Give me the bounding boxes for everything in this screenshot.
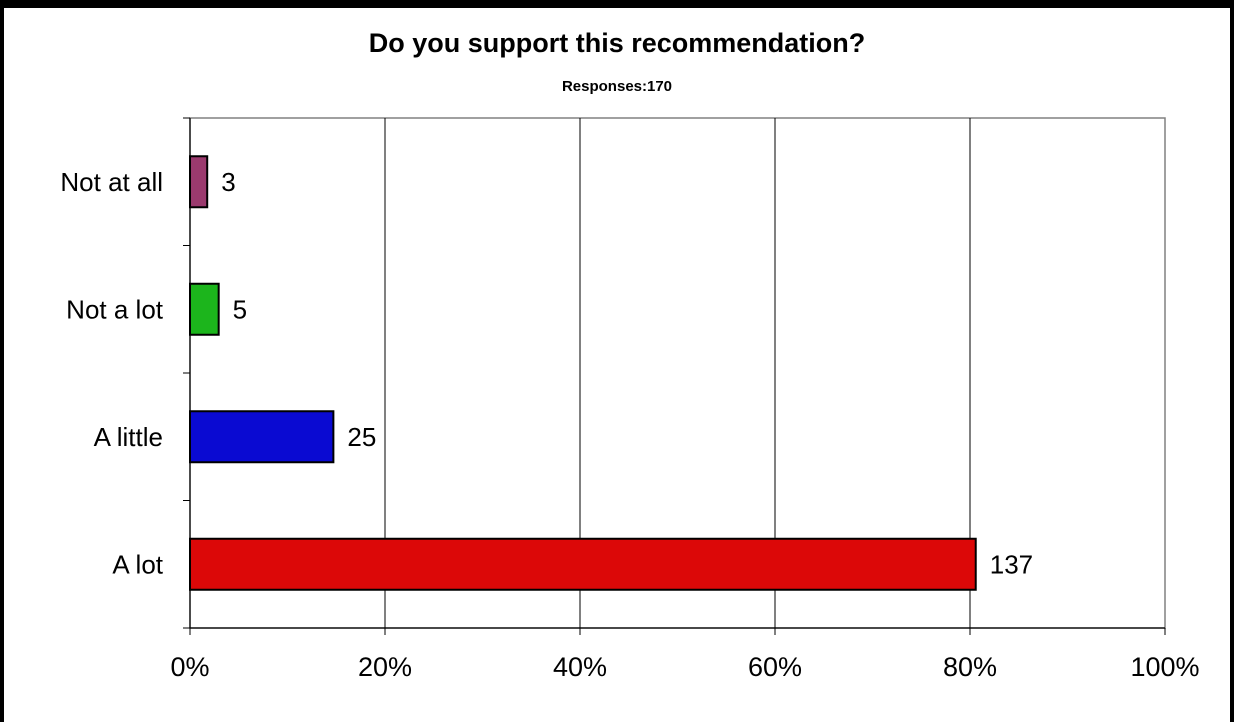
x-tick-label: 20% (358, 652, 412, 682)
category-label: A lot (112, 549, 163, 579)
category-label: A little (94, 422, 163, 452)
bar-a-lot (189, 537, 977, 591)
x-tick-label: 0% (170, 652, 209, 682)
x-tick-label: 100% (1130, 652, 1199, 682)
bar-a-little (189, 410, 335, 464)
bar-not-at-all (189, 155, 209, 209)
category-label: Not a lot (66, 294, 164, 324)
data-label: 25 (347, 422, 376, 452)
chart-subtitle: Responses:170 (561, 78, 673, 95)
bar-not-a-lot (189, 282, 220, 336)
category-label: Not at all (60, 167, 163, 197)
data-label: 137 (990, 549, 1033, 579)
x-tick-label: 60% (748, 652, 802, 682)
data-label: 5 (233, 294, 247, 324)
data-label: 3 (221, 167, 235, 197)
x-tick-label: 80% (943, 652, 997, 682)
x-tick-label: 40% (553, 652, 607, 682)
chart-title: Do you support this recommendation? (368, 28, 866, 58)
